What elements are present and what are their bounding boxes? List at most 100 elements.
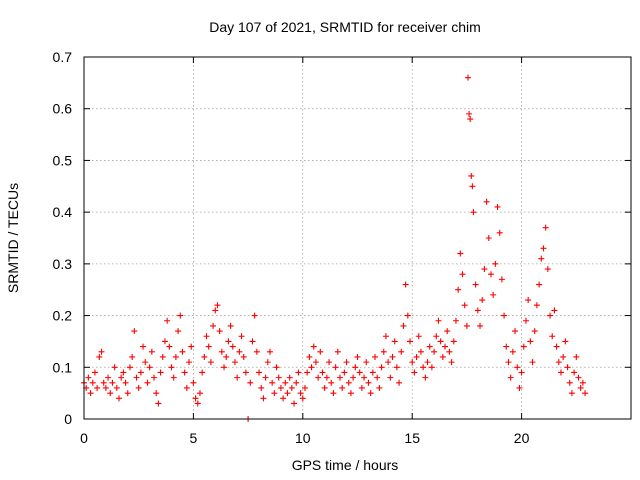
data-point [273,364,280,371]
data-point [448,359,455,366]
data-point [234,374,241,381]
data-point [433,333,440,340]
data-point [207,359,214,366]
data-point [549,333,556,340]
data-point [304,369,311,376]
y-tick-label: 0.6 [53,101,73,117]
data-point [116,395,123,402]
data-point [317,348,324,355]
data-point [284,390,291,397]
data-point [249,338,256,345]
data-point [159,353,166,360]
data-point [89,379,96,386]
data-point [172,353,179,360]
data-point [525,297,532,304]
data-point [428,364,435,371]
data-point [369,369,376,376]
data-point [582,390,589,397]
data-point [404,312,411,319]
data-point [494,203,501,210]
data-point [260,395,267,402]
data-point [186,359,193,366]
data-point [140,343,147,350]
data-point [396,379,403,386]
data-point [319,369,326,376]
data-point [122,379,129,386]
data-point [566,379,573,386]
data-point [376,384,383,391]
data-point [216,328,223,335]
data-point [358,384,365,391]
data-point [555,359,562,366]
data-point [229,343,236,350]
data-point [498,276,505,283]
data-point [124,390,131,397]
y-axis-label: SRMTID / TECUs [5,183,21,293]
data-point [336,374,343,381]
data-point [126,364,133,371]
data-point [105,374,112,381]
data-point [417,348,424,355]
data-point [332,364,339,371]
data-point [387,374,394,381]
data-point [411,369,418,376]
data-point [144,379,151,386]
data-point [466,110,473,117]
data-point [564,364,571,371]
data-point [341,369,348,376]
data-point [400,322,407,329]
data-point [201,353,208,360]
data-point [512,328,519,335]
data-point [446,348,453,355]
data-point [247,379,254,386]
data-point [170,374,177,381]
data-point [203,333,210,340]
data-point [328,379,335,386]
data-point [544,266,551,273]
data-point [192,395,199,402]
data-point [509,348,516,355]
data-point [315,374,322,381]
data-point [439,353,446,360]
data-point [345,379,352,386]
data-point [356,369,363,376]
data-point [288,384,295,391]
x-tick-label: 10 [295,430,311,446]
data-point [151,374,158,381]
data-point [485,235,492,241]
data-point [266,348,273,355]
data-point [111,364,118,371]
y-tick-label: 0.1 [53,359,73,375]
data-point [236,348,243,355]
data-point [188,343,195,350]
data-point [516,384,523,391]
data-point [166,343,173,350]
data-point [385,359,392,366]
data-point [457,250,464,257]
data-point [196,390,203,397]
data-point [181,369,188,376]
data-point [120,369,127,376]
data-point [518,369,525,376]
data-point [131,328,138,335]
data-point [310,343,317,350]
data-point [380,348,387,355]
data-point [256,369,263,376]
data-point [223,353,230,360]
data-point [251,312,258,319]
data-point [286,374,293,381]
data-point [415,333,422,340]
data-point [577,384,584,391]
data-point [575,374,582,381]
data-point [450,338,457,345]
data-point [210,322,217,329]
data-point [562,338,569,345]
plot-frame [83,56,632,420]
data-point [492,260,499,267]
data-point [568,390,575,397]
data-point [157,369,164,376]
data-point [275,374,282,381]
data-point [118,374,125,381]
data-point [214,302,221,309]
data-point [107,390,114,397]
